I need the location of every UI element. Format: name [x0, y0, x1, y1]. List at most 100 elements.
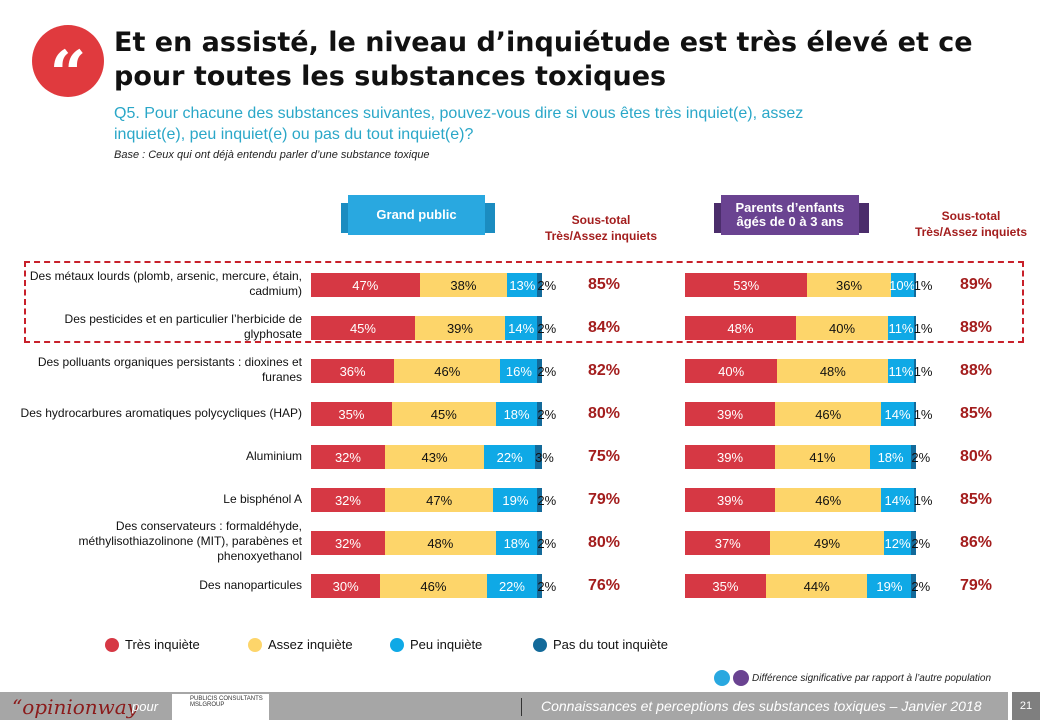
quote-icon: “: [32, 25, 104, 112]
base-note: Base : Ceux qui ont déjà entendu parler …: [114, 149, 430, 161]
subtotal-line2: Très/Assez inquiets: [914, 225, 1028, 239]
subtotal-line1: Sous-total: [941, 209, 1001, 223]
subtotal-value: 76%: [588, 577, 621, 594]
bar-segment: 2%: [537, 574, 556, 598]
subtotal-value: 86%: [960, 534, 993, 551]
category-label: Des pesticides et en particulier l’herbi…: [64, 312, 302, 341]
bar-segment: 11%: [888, 359, 914, 383]
legend-swatch: [390, 637, 404, 652]
grand-public-icon: [714, 670, 730, 686]
bar-segment: 49%: [770, 531, 884, 555]
legend-label: Très inquiète: [125, 637, 200, 652]
bar-segment: 16%: [500, 359, 538, 383]
bar-segment: 38%: [419, 273, 508, 297]
bar-segment: 2%: [537, 273, 556, 297]
bar-segment: 30%: [311, 574, 381, 598]
category-label: Le bisphénol A: [223, 492, 302, 506]
legend-swatch: [248, 637, 262, 652]
question: Q5. Pour chacune des substances suivante…: [114, 105, 804, 143]
subtotal-value: 89%: [960, 276, 993, 293]
bar-segment: 10%: [889, 273, 915, 297]
legend-label: Assez inquiète: [268, 637, 353, 652]
subtotal-value: 79%: [960, 577, 993, 594]
bar-segment: 2%: [911, 531, 930, 555]
bar-segment: 47%: [311, 273, 420, 297]
bar-segment: 46%: [394, 359, 501, 383]
subtotal-value: 85%: [960, 491, 993, 508]
category-label: Des polluants organiques persistants : d…: [37, 355, 302, 384]
bar-segment: 18%: [495, 531, 538, 555]
bar-segment: 19%: [867, 574, 912, 598]
subtotal-value: 80%: [960, 448, 993, 465]
bar-segment: 46%: [775, 402, 882, 426]
note-text: Différence significative par rapport à l…: [752, 672, 992, 684]
ribbon-end: [857, 203, 869, 233]
bar-segment: 2%: [537, 402, 556, 426]
legend-item: Assez inquiète: [248, 637, 353, 652]
bar-segment: 40%: [795, 316, 889, 340]
bar-segment: 44%: [765, 574, 868, 598]
subtotal-value: 85%: [960, 405, 993, 422]
bar-segment: 11%: [888, 316, 914, 340]
bar-segment: 45%: [391, 402, 496, 426]
subtotal-value: 80%: [588, 534, 621, 551]
bar-segment: 35%: [685, 574, 766, 598]
bar-segment: 22%: [484, 445, 536, 469]
category-label: Des hydrocarbures aromatiques polycycliq…: [20, 406, 302, 420]
bar-segment: 40%: [685, 359, 778, 383]
bar-segment: 2%: [537, 359, 556, 383]
bar-segment: 1%: [913, 316, 932, 340]
opinionway-logo: “opinionway: [12, 695, 139, 719]
bar-segment: 13%: [507, 273, 538, 297]
legend-swatch: [105, 637, 119, 652]
bar-segment: 18%: [869, 445, 912, 469]
bar-segment: 36%: [807, 273, 891, 297]
subtotal-value: 80%: [588, 405, 621, 422]
highlight-box: [24, 261, 1024, 343]
bar-segment: 1%: [913, 402, 932, 426]
bar-segment: 19%: [493, 488, 538, 512]
legend-swatch: [533, 637, 547, 652]
bar-segment: 46%: [380, 574, 487, 598]
legend-item: Très inquiète: [105, 637, 200, 652]
bar-segment: 2%: [911, 445, 930, 469]
bar-segment: 39%: [414, 316, 506, 340]
bar-segment: 47%: [384, 488, 494, 512]
legend-label: Peu inquiète: [410, 637, 483, 652]
bar-segment: 2%: [537, 488, 556, 512]
category-label: Aluminium: [245, 449, 302, 463]
subtotal-header: Sous-total Très/Assez inquiets: [901, 208, 1040, 240]
bar-segment: 37%: [685, 531, 771, 555]
bar-segment: 35%: [311, 402, 392, 426]
bar-segment: 46%: [775, 488, 882, 512]
bar-segment: 39%: [685, 402, 776, 426]
ribbon-end: [483, 203, 495, 233]
subtotal-value: 75%: [588, 448, 621, 465]
parents-icon: [733, 670, 749, 686]
category-label: Des nanoparticules: [199, 578, 302, 592]
bar-segment: 32%: [311, 445, 385, 469]
significance-note: Différence significative par rapport à l…: [714, 670, 991, 686]
subtotal-line2: Très/Assez inquiets: [544, 229, 658, 243]
bar-segment: 32%: [311, 531, 385, 555]
page-number: 21: [1012, 692, 1040, 720]
category-label: Des conservateurs : formaldéhyde, méthyl…: [78, 519, 302, 563]
subtotal-header: Sous-total Très/Assez inquiets: [531, 212, 671, 244]
bar-segment: 14%: [881, 488, 914, 512]
subtotal-value: 84%: [588, 319, 621, 336]
bar-segment: 1%: [913, 359, 932, 383]
bar-segment: 48%: [685, 316, 796, 340]
footer-caption: Connaissances et perceptions des substan…: [541, 698, 982, 714]
group-header-grand-public: Grand public: [348, 195, 485, 235]
category-label: Des métaux lourds (plomb, arsenic, mercu…: [29, 269, 302, 298]
bar-segment: 45%: [311, 316, 415, 340]
bar-segment: 22%: [486, 574, 538, 598]
page-title: Et en assisté, le niveau d’inquiétude es…: [114, 27, 973, 92]
bar-segment: 2%: [911, 574, 930, 598]
bar-segment: 41%: [775, 445, 870, 469]
bar-segment: 2%: [537, 316, 556, 340]
subtotal-value: 88%: [960, 362, 993, 379]
bar-segment: 48%: [384, 531, 496, 555]
subtotal-value: 88%: [960, 319, 993, 336]
subtotal-value: 82%: [588, 362, 621, 379]
